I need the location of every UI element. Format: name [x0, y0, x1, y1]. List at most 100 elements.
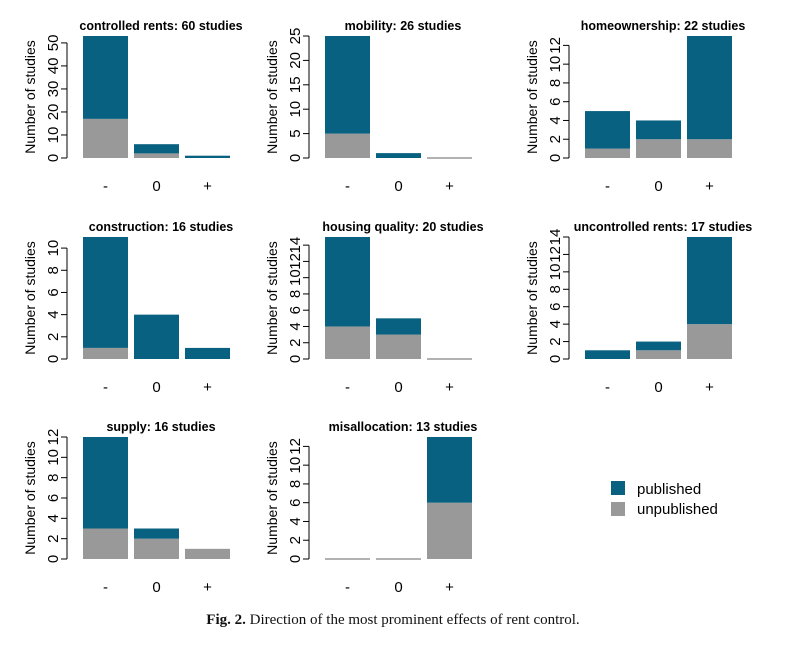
y-axis-label: Number of studies — [264, 241, 280, 355]
bar-published — [83, 36, 128, 119]
bar-published — [376, 153, 421, 158]
y-tick-label: 10 — [45, 127, 62, 144]
y-tick-label: 2 — [287, 536, 304, 544]
bar-published — [585, 111, 630, 149]
y-tick-label: 50 — [45, 35, 62, 52]
bar-unpublished — [325, 326, 370, 359]
y-tick-label: 0 — [45, 355, 62, 363]
y-tick-label: 14 — [547, 229, 564, 246]
panel-1: mobility: 26 studies 0 5 10 15 20 25 Number of … — [264, 19, 472, 195]
legend-label-unpublished: unpublished — [637, 501, 718, 518]
y-axis-label: Number of studies — [524, 40, 540, 154]
y-axis-label: Number of studies — [524, 241, 540, 355]
bar-unpublished — [636, 350, 681, 359]
y-tick-label: 0 — [287, 355, 304, 363]
y-axis-label: Number of studies — [22, 40, 38, 154]
panel-title: supply: 16 studies — [106, 420, 215, 434]
bar-unpublished — [687, 139, 732, 158]
bar-unpublished — [134, 538, 179, 559]
bar-unpublished — [325, 133, 370, 158]
x-tick-label: + — [445, 579, 454, 596]
bar-published — [134, 528, 179, 539]
bar-published — [325, 36, 370, 134]
y-tick-label: 12 — [287, 253, 304, 270]
x-tick-label: 0 — [152, 379, 160, 396]
x-tick-label: 0 — [152, 579, 160, 596]
panel-0: controlled rents: 60 studies 0 10 20 30 40 50 N… — [22, 19, 243, 195]
y-tick-label: 6 — [287, 499, 304, 507]
legend-swatch-published — [611, 481, 625, 495]
panel-title: uncontrolled rents: 17 studies — [574, 220, 753, 234]
y-tick-label: 6 — [547, 303, 564, 311]
panel-6: supply: 16 studies 0 2 4 6 8 10 12 Number of stu… — [22, 420, 230, 596]
y-tick-label: 6 — [547, 98, 564, 106]
y-tick-label: 10 — [45, 240, 62, 257]
bar-published — [427, 437, 472, 503]
y-axis-label: Number of studies — [22, 241, 38, 355]
panel-5: uncontrolled rents: 17 studies 0 2 4 6 8 10121… — [524, 220, 752, 396]
x-tick-label: + — [705, 178, 714, 195]
y-tick-label: 4 — [45, 310, 62, 318]
y-tick-label: 0 — [547, 154, 564, 162]
panel-title: controlled rents: 60 studies — [79, 19, 242, 33]
y-tick-label: 4 — [287, 322, 304, 330]
bar-unpublished — [636, 139, 681, 158]
y-tick-label: 12 — [287, 438, 304, 455]
panel-3: construction: 16 studies 0 2 4 6 8 10 Number of… — [22, 220, 233, 396]
bar-published — [185, 347, 230, 359]
x-tick-label: - — [605, 178, 610, 195]
y-tick-label: 15 — [287, 76, 304, 93]
y-tick-label: 4 — [287, 517, 304, 525]
y-tick-label: 10 — [287, 269, 304, 286]
y-axis-label: Number of studies — [264, 441, 280, 555]
x-tick-label: 0 — [394, 178, 402, 195]
y-tick-label: 2 — [287, 339, 304, 347]
y-axis-label: Number of studies — [264, 40, 280, 154]
y-tick-label: 0 — [45, 555, 62, 563]
y-tick-label: 10 — [287, 457, 304, 474]
panel-2: homeownership: 22 studies 0 2 4 6 8 10 12 Number… — [524, 19, 745, 195]
y-tick-label: 0 — [287, 555, 304, 563]
y-tick-label: 12 — [547, 37, 564, 54]
bar-unpublished — [134, 153, 179, 158]
y-tick-label: 5 — [287, 129, 304, 137]
y-tick-label: 0 — [45, 154, 62, 162]
panel-title: construction: 16 studies — [89, 220, 234, 234]
bar-published — [636, 120, 681, 140]
x-tick-label: + — [705, 379, 714, 396]
x-tick-label: - — [345, 379, 350, 396]
bar-unpublished — [83, 528, 128, 559]
x-tick-label: - — [103, 178, 108, 195]
y-tick-label: 10 — [547, 264, 564, 281]
y-tick-label: 8 — [547, 285, 564, 293]
x-tick-label: - — [605, 379, 610, 396]
panel-title: homeownership: 22 studies — [581, 19, 746, 33]
x-tick-label: - — [103, 579, 108, 596]
y-tick-label: 40 — [45, 58, 62, 75]
bar-unpublished — [585, 148, 630, 158]
y-tick-label: 4 — [547, 116, 564, 124]
y-tick-label: 2 — [547, 135, 564, 143]
y-axis-label: Number of studies — [22, 441, 38, 555]
y-tick-label: 2 — [547, 337, 564, 345]
y-tick-label: 12 — [547, 246, 564, 263]
y-tick-label: 2 — [45, 333, 62, 341]
bar-unpublished — [185, 548, 230, 559]
bar-published — [376, 318, 421, 335]
bar-unpublished — [687, 324, 732, 359]
x-tick-label: - — [345, 178, 350, 195]
bar-published — [83, 237, 128, 348]
y-tick-label: 10 — [547, 56, 564, 73]
x-tick-label: 0 — [394, 579, 402, 596]
x-tick-label: 0 — [654, 178, 662, 195]
x-tick-label: 0 — [654, 379, 662, 396]
bar-published — [636, 341, 681, 351]
legend-swatch-unpublished — [611, 502, 625, 516]
bar-unpublished — [83, 347, 128, 359]
y-tick-label: 8 — [45, 266, 62, 274]
bar-published — [134, 144, 179, 154]
panel-7: misallocation: 13 studies 0 2 4 6 8 10 12 Number… — [264, 420, 477, 596]
bar-unpublished — [427, 502, 472, 559]
x-tick-label: 0 — [152, 178, 160, 195]
panel-title: housing quality: 20 studies — [322, 220, 483, 234]
